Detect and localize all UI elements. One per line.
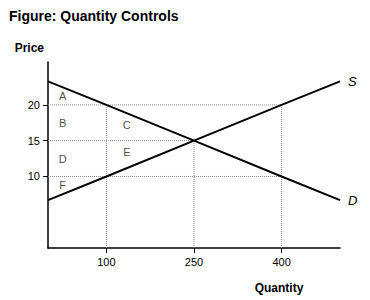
svg-text:10: 10 (28, 170, 40, 182)
svg-text:20: 20 (28, 99, 40, 111)
svg-text:250: 250 (185, 256, 203, 268)
svg-text:A: A (59, 90, 67, 102)
svg-text:B: B (59, 117, 66, 129)
svg-text:D: D (348, 193, 357, 208)
svg-text:F: F (59, 179, 66, 191)
svg-text:D: D (59, 153, 67, 165)
svg-text:Price: Price (15, 41, 45, 55)
svg-text:S: S (348, 74, 357, 89)
svg-text:C: C (123, 119, 131, 131)
svg-text:Figure: Quantity Controls: Figure: Quantity Controls (9, 8, 179, 24)
svg-text:E: E (123, 146, 130, 158)
svg-text:100: 100 (97, 256, 115, 268)
svg-text:400: 400 (272, 256, 290, 268)
svg-text:15: 15 (28, 135, 40, 147)
svg-text:Quantity: Quantity (255, 281, 304, 295)
